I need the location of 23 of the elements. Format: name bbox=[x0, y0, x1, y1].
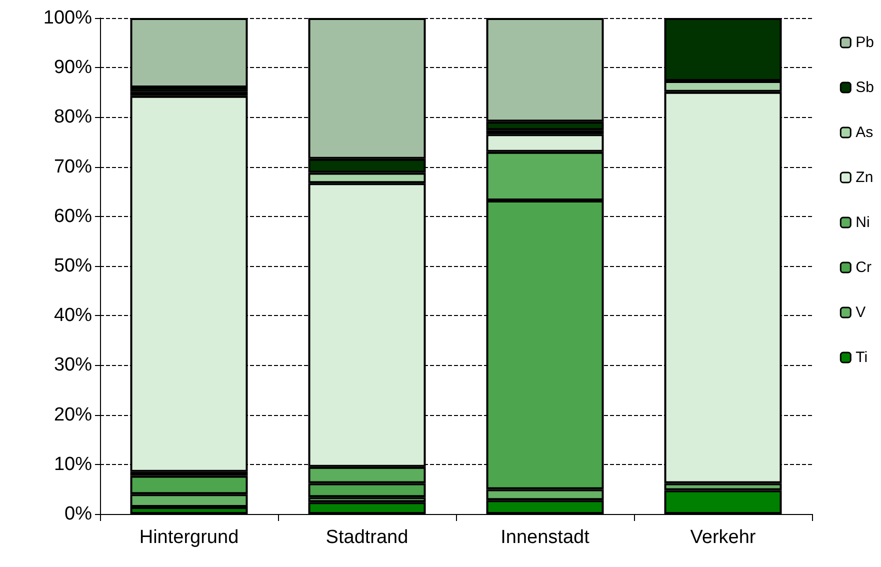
legend-label: Pb bbox=[856, 34, 874, 51]
legend-label: Cr bbox=[856, 259, 872, 276]
legend-label: Ni bbox=[856, 214, 870, 231]
y-tick-label: 0% bbox=[64, 504, 92, 524]
y-tick-label: 90% bbox=[54, 57, 92, 78]
y-tick-label: 80% bbox=[54, 106, 92, 128]
x-tick-label: Hintergrund bbox=[139, 527, 239, 548]
legend-label: As bbox=[856, 124, 874, 141]
legend-label: V bbox=[856, 304, 866, 321]
y-tick-label: 70% bbox=[54, 156, 92, 178]
x-tick-label: Innenstadt bbox=[500, 527, 590, 548]
y-tick-label: 20% bbox=[54, 404, 92, 426]
y-tick-label: 40% bbox=[54, 305, 92, 326]
legend-label: Ti bbox=[856, 349, 868, 366]
y-tick-label: 50% bbox=[54, 256, 92, 276]
legend-label: Zn bbox=[856, 169, 874, 186]
x-tick-label: Verkehr bbox=[690, 527, 756, 548]
y-tick-label: 60% bbox=[54, 206, 92, 227]
y-tick-label: 10% bbox=[54, 454, 92, 475]
y-tick-label: 30% bbox=[54, 354, 92, 376]
legend-label: Sb bbox=[856, 79, 874, 96]
y-tick-label: 100% bbox=[43, 8, 92, 28]
x-tick-label: Stadtrand bbox=[326, 527, 408, 548]
